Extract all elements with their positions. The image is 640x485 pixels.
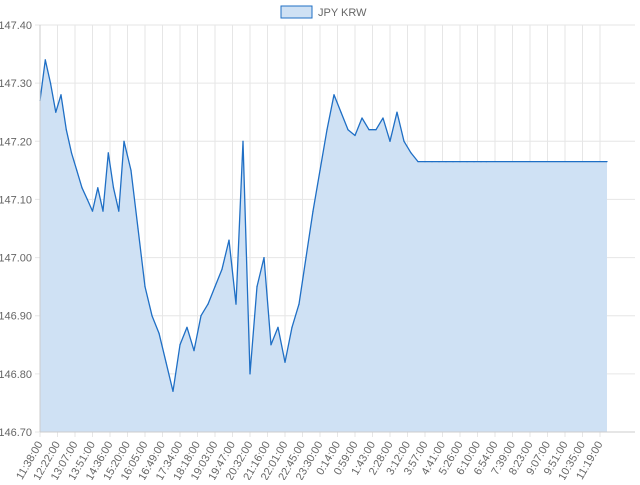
data-point[interactable]: [70, 152, 73, 154]
data-point[interactable]: [158, 332, 160, 334]
data-point[interactable]: [235, 303, 237, 305]
legend-swatch[interactable]: [280, 5, 313, 19]
plot-area: [39, 59, 608, 433]
data-point[interactable]: [480, 161, 482, 163]
data-point[interactable]: [485, 161, 487, 163]
data-point[interactable]: [49, 82, 52, 84]
data-point[interactable]: [137, 227, 139, 230]
data-point[interactable]: [242, 140, 244, 142]
y-tick-label: 147.00: [0, 253, 32, 265]
data-point[interactable]: [389, 140, 391, 142]
y-tick-label: 146.80: [0, 369, 32, 381]
data-point[interactable]: [284, 361, 286, 363]
data-point[interactable]: [333, 94, 335, 96]
data-point[interactable]: [382, 117, 384, 119]
data-point[interactable]: [410, 152, 412, 154]
data-point[interactable]: [305, 257, 307, 259]
data-point[interactable]: [207, 303, 209, 305]
y-tick-label: 147.30: [0, 78, 32, 90]
data-point[interactable]: [91, 210, 94, 212]
data-point[interactable]: [55, 111, 57, 113]
data-point[interactable]: [200, 315, 202, 317]
data-point[interactable]: [361, 117, 363, 119]
data-point[interactable]: [298, 303, 300, 305]
data-point[interactable]: [221, 268, 223, 270]
data-point[interactable]: [473, 161, 475, 163]
data-point[interactable]: [319, 169, 321, 171]
data-point[interactable]: [424, 161, 426, 163]
data-point[interactable]: [291, 326, 293, 328]
data-point[interactable]: [165, 361, 167, 363]
series-area: [40, 59, 607, 433]
data-point[interactable]: [102, 210, 104, 212]
data-point[interactable]: [403, 140, 405, 142]
y-tick-label: 147.20: [0, 136, 32, 148]
data-point[interactable]: [445, 161, 447, 163]
data-point[interactable]: [214, 286, 216, 288]
data-point[interactable]: [340, 111, 342, 113]
data-point[interactable]: [270, 344, 272, 346]
data-point[interactable]: [249, 373, 251, 375]
data-point[interactable]: [354, 134, 356, 137]
data-point[interactable]: [172, 390, 174, 392]
data-point[interactable]: [466, 161, 468, 163]
data-point[interactable]: [326, 129, 328, 131]
legend-label[interactable]: JPY KRW: [318, 7, 367, 19]
data-point[interactable]: [431, 161, 433, 163]
data-point[interactable]: [312, 210, 314, 212]
data-point[interactable]: [347, 129, 349, 131]
data-point[interactable]: [81, 187, 83, 189]
data-point[interactable]: [396, 111, 398, 113]
data-point[interactable]: [179, 344, 181, 346]
data-point[interactable]: [86, 198, 88, 200]
data-point[interactable]: [606, 161, 608, 163]
data-point[interactable]: [375, 129, 377, 131]
data-point[interactable]: [417, 161, 419, 163]
data-point[interactable]: [118, 210, 120, 212]
y-tick-label: 146.70: [0, 427, 32, 439]
data-point[interactable]: [60, 94, 62, 96]
y-tick-label: 147.10: [0, 194, 32, 206]
legend[interactable]: JPY KRW: [280, 5, 367, 19]
data-point[interactable]: [123, 140, 125, 142]
series-line[interactable]: [39, 59, 607, 392]
data-point[interactable]: [228, 239, 230, 241]
data-point[interactable]: [151, 315, 153, 317]
data-point[interactable]: [44, 59, 46, 61]
data-point[interactable]: [452, 161, 454, 163]
data-point[interactable]: [368, 129, 370, 131]
data-point[interactable]: [438, 161, 440, 163]
data-point[interactable]: [97, 187, 99, 189]
data-point[interactable]: [112, 187, 115, 189]
data-point[interactable]: [277, 326, 279, 328]
y-tick-label: 146.90: [0, 311, 32, 323]
y-tick-label: 147.40: [0, 20, 32, 32]
data-point[interactable]: [144, 286, 146, 288]
data-point[interactable]: [263, 257, 265, 259]
data-point[interactable]: [76, 169, 78, 171]
data-point[interactable]: [193, 350, 195, 352]
data-point[interactable]: [65, 129, 67, 131]
data-point[interactable]: [186, 326, 188, 328]
data-point[interactable]: [256, 286, 258, 288]
data-point[interactable]: [130, 169, 132, 171]
data-point[interactable]: [459, 161, 461, 163]
data-point[interactable]: [107, 152, 109, 154]
